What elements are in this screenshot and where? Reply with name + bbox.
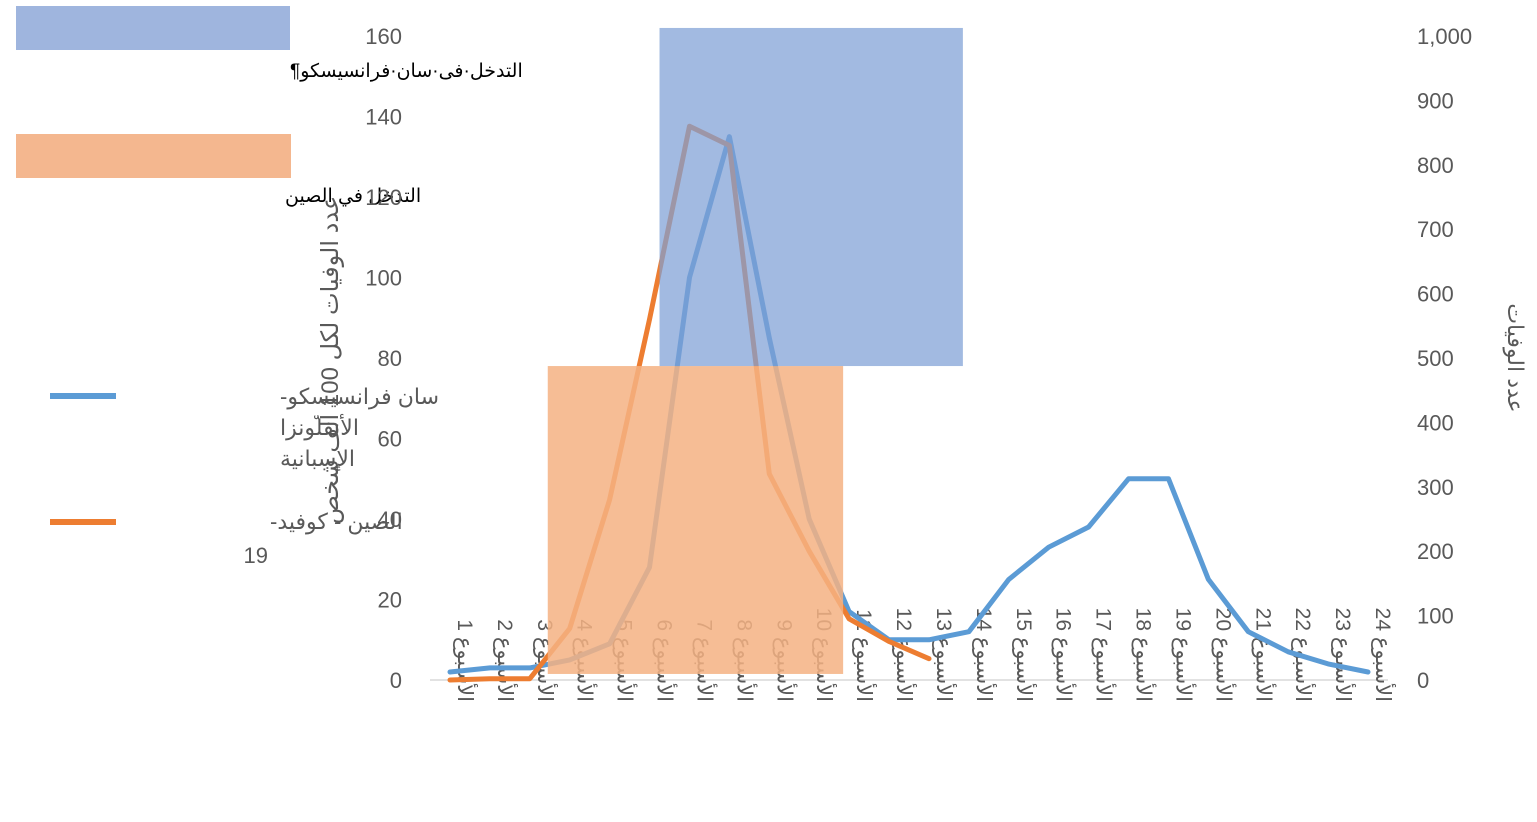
y-right-tick-label: 900 (1417, 88, 1454, 113)
y-right-tick-label: 200 (1417, 539, 1454, 564)
y-left-tick-label: 40 (378, 507, 402, 532)
y-right-tick-label: 800 (1417, 153, 1454, 178)
y-right-axis-title: عدد الوفيات (1503, 303, 1528, 412)
x-tick-label: الأسبوع 24 (1371, 608, 1396, 702)
intervention-region-san-francisco (660, 28, 963, 366)
sf-intervention-swatch (16, 6, 290, 50)
y-right-tick-label: 600 (1417, 282, 1454, 307)
y-left-tick-label: 100 (365, 266, 402, 291)
y-right-tick-label: 100 (1417, 604, 1454, 629)
x-tick-label: الأسبوع 19 (1171, 608, 1196, 702)
y-left-tick-label: 60 (378, 427, 402, 452)
y-right-tick-label: 1,000 (1417, 24, 1472, 49)
x-tick-label: الأسبوع 21 (1251, 608, 1276, 702)
y-left-tick-label: 160 (365, 24, 402, 49)
x-tick-label: الأسبوع 13 (932, 608, 957, 702)
y-left-axis-title: عدد الوفيات لكل 100 ألف شخص (314, 196, 344, 525)
y-left-tick-label: 120 (365, 185, 402, 210)
x-tick-label: الأسبوع 1 (453, 619, 478, 702)
legend-label-sf-line1: سان فرانسيسكو- (280, 384, 439, 409)
y-left-tick-label: 80 (378, 346, 402, 371)
x-tick-label: الأسبوع 12 (892, 608, 917, 702)
y-left-tick-label: 20 (378, 588, 402, 613)
x-tick-label: الأسبوع 17 (1092, 608, 1117, 702)
x-tick-label: الأسبوع 2 (493, 619, 518, 702)
china-intervention-swatch (16, 134, 291, 178)
x-tick-label: الأسبوع 15 (1012, 608, 1037, 702)
y-right-tick-label: 500 (1417, 346, 1454, 371)
y-right-tick-label: 400 (1417, 410, 1454, 435)
x-tick-label: الأسبوع 23 (1331, 608, 1356, 702)
legend-label-china-line2: 19 (244, 543, 268, 568)
sf-intervention-label: التدخل·فى·سان·فرانسيسكو¶ (290, 61, 523, 82)
y-left-tick-label: 0 (390, 668, 402, 693)
y-right-tick-label: 0 (1417, 668, 1429, 693)
y-left-tick-label: 140 (365, 105, 402, 130)
y-right-tick-label: 300 (1417, 475, 1454, 500)
x-tick-label: الأسبوع 18 (1132, 608, 1157, 702)
intervention-region-china (548, 366, 843, 674)
x-tick-label: الأسبوع 20 (1211, 608, 1236, 702)
intervention-regions (548, 28, 963, 674)
x-tick-label: الأسبوع 16 (1052, 608, 1077, 702)
y-right-tick-label: 700 (1417, 217, 1454, 242)
